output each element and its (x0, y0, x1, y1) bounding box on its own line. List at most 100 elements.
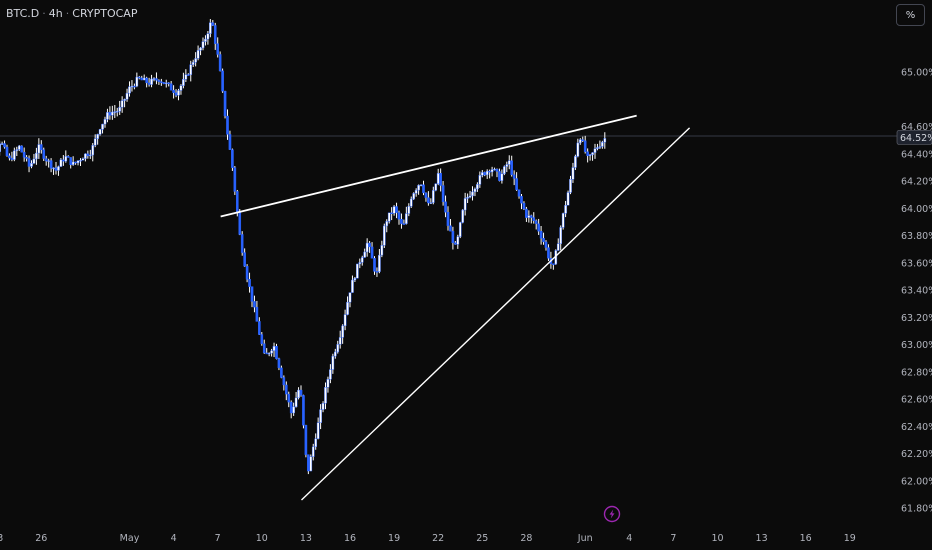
candle-body (84, 153, 87, 159)
candle-body (390, 212, 393, 215)
candle-body (71, 161, 75, 166)
candle-body (118, 106, 121, 112)
candle-body (96, 134, 99, 139)
candle-body (373, 258, 376, 272)
candle-body (583, 140, 587, 152)
trendline-lower[interactable] (301, 127, 691, 501)
candle-body (270, 350, 273, 354)
candle-body (456, 236, 460, 245)
candle-body (162, 82, 166, 84)
candle-body (383, 225, 386, 246)
last-price-label: 64.52% (900, 133, 932, 144)
candle-body (292, 406, 295, 414)
candle-body (66, 156, 70, 158)
x-tick-label: 13 (300, 533, 312, 544)
candle-body (326, 379, 330, 388)
candle-body (561, 213, 565, 228)
candle-body (285, 384, 288, 395)
candle-body (272, 346, 276, 351)
x-tick-label: 4 (171, 533, 177, 544)
x-tick-label: 7 (215, 533, 221, 544)
candle-body (441, 185, 445, 202)
candle-body (439, 173, 442, 186)
candle-body (76, 160, 80, 164)
candle-body (358, 262, 362, 265)
trendlines-group[interactable] (220, 114, 691, 501)
candle-body (10, 157, 14, 160)
x-tick-label: 4 (626, 533, 632, 544)
candle-body (101, 123, 104, 130)
last-price-tag-bg (896, 130, 932, 145)
candle-body (336, 344, 340, 353)
candle-body (255, 306, 259, 322)
candle-body (47, 160, 50, 162)
candle-body (32, 158, 36, 164)
percent-scale-button[interactable]: % (896, 4, 925, 26)
last-price-tag: 64.52% (896, 130, 932, 145)
candle-body (343, 314, 347, 327)
candle-body (221, 70, 224, 92)
candle-body (130, 85, 134, 88)
candle-body (137, 76, 141, 79)
candle-body (5, 146, 9, 156)
candle-body (108, 112, 112, 116)
x-tick-label: 19 (844, 533, 856, 544)
candle-body (500, 173, 504, 181)
candle-body (98, 129, 102, 135)
candle-body (368, 242, 371, 248)
lightning-bolt-icon[interactable] (603, 505, 621, 523)
candle-body (62, 159, 65, 162)
candle-body (525, 208, 528, 218)
y-tick-label: 63.80% (901, 231, 932, 242)
candle-body (250, 286, 254, 302)
candle-body (488, 170, 491, 173)
candle-body (576, 142, 580, 157)
y-tick-label: 62.40% (901, 422, 932, 433)
candle-body (586, 151, 589, 156)
candle-body (571, 167, 575, 180)
candle-body (211, 22, 215, 26)
x-tick-label: 26 (35, 533, 47, 544)
candle-body (547, 247, 550, 259)
candle-body (191, 61, 195, 65)
candle-body (574, 156, 577, 168)
candle-body (275, 346, 278, 359)
candle-body (427, 197, 430, 204)
candle-body (468, 195, 472, 198)
candle-body (424, 192, 428, 198)
candle-body (542, 238, 545, 243)
candle-body (552, 263, 555, 265)
candle-body (204, 38, 207, 42)
candle-body (287, 393, 291, 403)
candle-body (30, 163, 33, 167)
candle-body (297, 389, 300, 399)
candle-body (375, 271, 379, 273)
candle-body (395, 206, 398, 213)
candle-body (59, 159, 63, 167)
x-tick-label: 28 (520, 533, 532, 544)
candle-body (174, 92, 178, 96)
x-tick-label: 23 (0, 533, 3, 544)
candle-body (186, 74, 190, 76)
candle-body (581, 139, 585, 141)
y-tick-label: 63.00% (901, 340, 932, 351)
candle-body (370, 246, 374, 259)
time-axis[interactable]: 23 26 May 4 7 10 13 16 19 22 25 28 Jun 4 7 10 13 16 19 (0, 533, 856, 544)
candle-body (515, 178, 518, 190)
candle-body (498, 171, 501, 181)
candle-body (115, 111, 119, 113)
candle-body (483, 172, 487, 176)
candle-body (189, 64, 193, 76)
price-axis[interactable]: 65.00% 64.60% 64.40% 64.20% 64.00% 63.80% 63.6… (901, 68, 932, 515)
candle-body (258, 321, 261, 335)
candle-body (22, 151, 26, 158)
candle-body (417, 184, 420, 191)
candle-body (385, 221, 389, 227)
trendline-upper[interactable] (220, 114, 637, 218)
candle-body (569, 179, 572, 193)
candle-body (463, 198, 467, 211)
candle-body (282, 377, 286, 386)
candle-body (20, 145, 24, 153)
candle-body (532, 217, 536, 221)
